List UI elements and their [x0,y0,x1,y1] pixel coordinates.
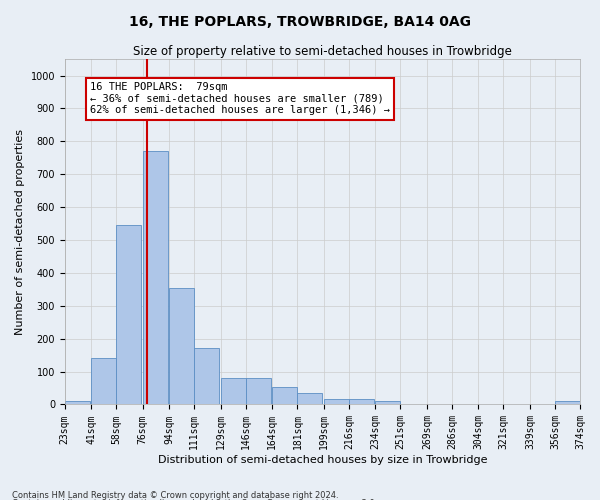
Y-axis label: Number of semi-detached properties: Number of semi-detached properties [15,129,25,335]
Text: Contains HM Land Registry data © Crown copyright and database right 2024.: Contains HM Land Registry data © Crown c… [12,490,338,500]
Bar [349,398,374,404]
Bar [272,388,298,404]
Bar [116,225,142,404]
Bar [376,401,400,404]
Title: Size of property relative to semi-detached houses in Trowbridge: Size of property relative to semi-detach… [133,45,512,58]
X-axis label: Distribution of semi-detached houses by size in Trowbridge: Distribution of semi-detached houses by … [158,455,487,465]
Bar [91,358,116,405]
Bar [143,151,168,405]
Bar [169,288,194,405]
Bar [324,398,349,404]
Bar [298,393,322,404]
Text: 16 THE POPLARS:  79sqm
← 36% of semi-detached houses are smaller (789)
62% of se: 16 THE POPLARS: 79sqm ← 36% of semi-deta… [90,82,390,116]
Bar [246,378,271,404]
Bar [194,348,220,405]
Bar [221,378,246,404]
Text: 16, THE POPLARS, TROWBRIDGE, BA14 0AG: 16, THE POPLARS, TROWBRIDGE, BA14 0AG [129,15,471,29]
Bar [65,401,90,404]
Bar [555,401,580,404]
